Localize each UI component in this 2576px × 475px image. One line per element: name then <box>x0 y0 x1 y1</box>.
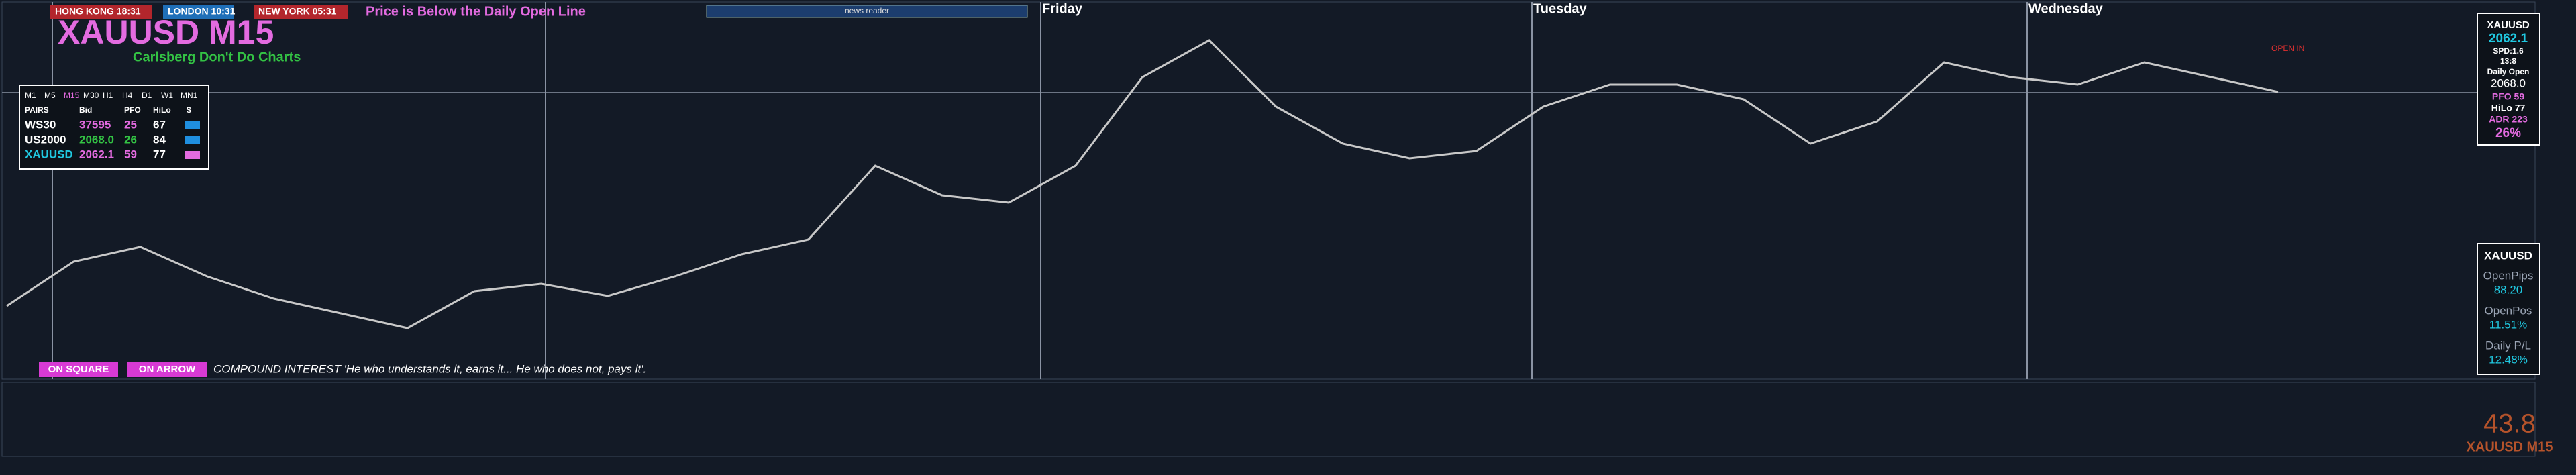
table-cell: 2062.1 <box>79 148 114 160</box>
table-cell: 59 <box>124 148 137 160</box>
timeframe: M1 <box>25 91 36 100</box>
info-line: PFO 59 <box>2492 91 2524 102</box>
account-value: 88.20 <box>2494 283 2523 296</box>
session-box <box>50 5 152 19</box>
info-daily-open: 2068.0 <box>2491 76 2526 89</box>
table-cell: WS30 <box>25 118 56 131</box>
pairs-table <box>19 85 209 170</box>
table-cell: 67 <box>153 118 166 131</box>
button[interactable] <box>39 362 118 377</box>
info-daily-open-label: Daily Open <box>2487 67 2530 76</box>
table-cell: 25 <box>124 118 137 131</box>
button[interactable] <box>127 362 207 377</box>
timeframe: MN1 <box>181 91 198 100</box>
day-label: Friday <box>1042 1 1083 16</box>
indicator-label: XAUUSD M15 <box>2467 439 2553 454</box>
main-panel <box>1 1 2536 380</box>
alert: Price is Below the Daily Open Line <box>366 4 586 19</box>
info-bid: 2062.1 <box>2489 32 2528 46</box>
account-value: 12.48% <box>2489 353 2528 366</box>
table-header: Bid <box>79 105 92 115</box>
info-timer: 13:8 <box>2500 56 2516 66</box>
separators <box>52 2 2028 379</box>
open-tag: OPEN IN <box>2271 44 2304 53</box>
indicator-value: 43.8 <box>2483 409 2536 439</box>
table-cell: 2068.0 <box>79 133 114 146</box>
day-label: Tuesday <box>1533 1 1588 16</box>
session: HONG KONG 18:31 <box>55 6 141 17</box>
info-line: HiLo 77 <box>2491 103 2526 113</box>
status-box <box>185 151 200 159</box>
account-label: OpenPips <box>2483 269 2534 282</box>
table-cell: US2000 <box>25 133 66 146</box>
timeframe: W1 <box>161 91 173 100</box>
info-panel <box>2477 13 2540 146</box>
table-header: PAIRS <box>25 105 49 115</box>
session: NEW YORK 05:31 <box>258 6 337 17</box>
button-label[interactable]: ON ARROW <box>139 364 196 375</box>
table-header: PFO <box>124 105 141 115</box>
table-cell: 37595 <box>79 118 111 131</box>
day-label: Wednesday <box>2028 1 2104 16</box>
table-cell: 77 <box>153 148 166 160</box>
session: LONDON 10:31 <box>168 6 236 17</box>
timeframe: H4 <box>122 91 133 100</box>
timeframe: M5 <box>44 91 56 100</box>
table-cell: 26 <box>124 133 137 146</box>
account-value: 11.51% <box>2489 318 2527 331</box>
price-line <box>6 39 2279 329</box>
table-header: HiLo <box>153 105 171 115</box>
session-box <box>163 5 234 19</box>
subtitle: Carlsberg Don't Do Charts <box>133 50 301 64</box>
info-texts: XAUUSD 2062.1 SPD:1.6 13:8 Daily Open 20… <box>2487 19 2530 140</box>
table-cell: XAUUSD <box>25 148 73 160</box>
session-box <box>254 5 348 19</box>
account-panel <box>2477 243 2540 375</box>
account-label: OpenPos <box>2485 304 2532 317</box>
news-box[interactable] <box>706 5 1028 18</box>
timeframe: H1 <box>103 91 113 100</box>
table-body: M1 M5 M15 M30 H1 H4 D1 W1 MN1 PAIRS Bid PFO HiLo $ WS3… <box>25 91 200 160</box>
status-box <box>185 121 200 129</box>
table-header: $ <box>187 105 191 115</box>
news-reader[interactable]: news reader <box>845 6 889 15</box>
title: XAUUSD M15 <box>58 13 274 51</box>
info-spread: SPD:1.6 <box>2493 46 2524 56</box>
timeframe: D1 <box>142 91 152 100</box>
account-symbol: XAUUSD <box>2484 249 2532 262</box>
sub-panel <box>1 382 2536 457</box>
account-label: Daily P/L <box>2485 339 2531 352</box>
info-symbol: XAUUSD <box>2487 19 2530 31</box>
info-line: ADR 223 <box>2489 114 2528 125</box>
status-box <box>185 136 200 144</box>
table-cell: 84 <box>153 133 166 146</box>
timeframe: M30 <box>83 91 99 100</box>
timeframe: M15 <box>64 91 80 100</box>
quote: COMPOUND INTEREST 'He who understands it… <box>213 362 646 375</box>
info-pct: 26% <box>2495 126 2521 140</box>
button-label[interactable]: ON SQUARE <box>48 364 109 375</box>
